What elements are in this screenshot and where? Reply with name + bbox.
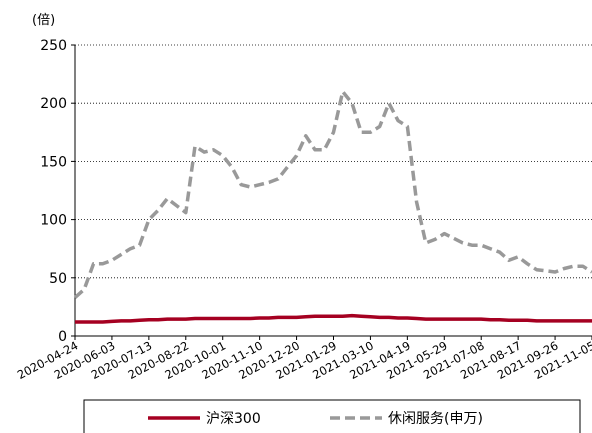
y-tick-label: 50 (49, 271, 67, 287)
y-tick-label: 100 (40, 213, 67, 229)
series-line (75, 313, 592, 324)
legend-label: 沪深300 (206, 411, 261, 427)
y-tick-label: 250 (40, 38, 67, 54)
y-tick-label: 0 (58, 329, 67, 345)
y-tick-label: 150 (40, 154, 67, 170)
unit-label: (倍) (32, 13, 55, 28)
legend-label: 休闲服务(申万) (388, 411, 483, 427)
legend-box (83, 399, 581, 433)
y-tick-label: 200 (40, 96, 67, 112)
series-line (73, 89, 592, 299)
